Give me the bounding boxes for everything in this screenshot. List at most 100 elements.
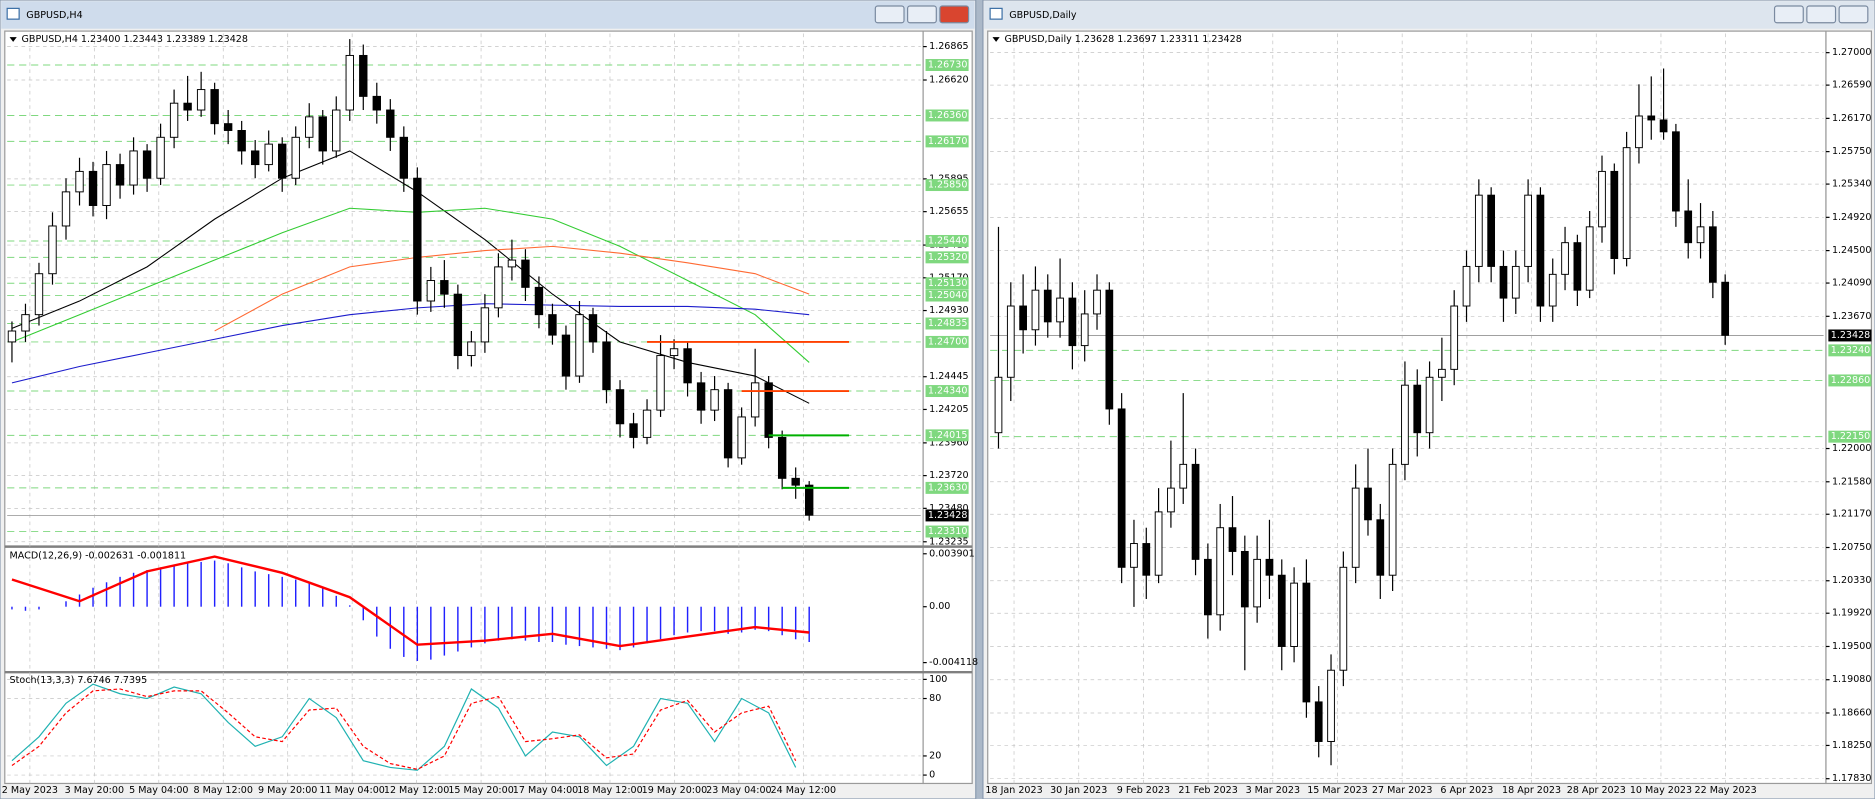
y-tick-label: 1.23960	[929, 437, 968, 448]
window-icon	[6, 7, 20, 20]
y-tick-label: 1.24090	[1832, 278, 1871, 289]
close-button[interactable]	[1838, 5, 1869, 24]
time-label: 27 Mar 2023	[1372, 785, 1433, 796]
y-tick-label: 20	[929, 750, 941, 761]
level-label-box	[925, 277, 969, 290]
candle-body	[575, 314, 584, 377]
candle-body	[1056, 297, 1064, 323]
level-label: 1.26170	[928, 136, 967, 147]
candle-body	[1474, 194, 1483, 267]
candle-body	[413, 177, 422, 302]
level-label: 1.24835	[928, 318, 967, 329]
window-title: GBPUSD,H4	[26, 10, 82, 21]
candle-body	[467, 341, 476, 357]
current-price-label: 1.23428	[928, 510, 967, 521]
time-label: 23 May 04:00	[706, 785, 771, 796]
y-tick-label: 1.24205	[929, 404, 968, 415]
candle-body	[1204, 558, 1212, 616]
y-tick-label: 1.19500	[1832, 641, 1871, 652]
plot-area	[4, 30, 924, 785]
time-label: 5 May 04:00	[129, 785, 188, 796]
y-tick-label: 1.26590	[1832, 80, 1871, 91]
candle-body	[1179, 463, 1188, 489]
candle-body	[1573, 242, 1582, 291]
y-tick-label: 1.23720	[929, 470, 968, 481]
level-label-box	[925, 525, 969, 538]
minimize-button[interactable]	[874, 5, 905, 24]
candle-body	[1302, 582, 1311, 703]
candle-body	[1585, 226, 1594, 291]
y-tick-label: 1.23670	[1832, 311, 1871, 322]
time-label: 18 Apr 2023	[1502, 785, 1561, 796]
candle-body	[196, 89, 206, 111]
candle-body	[1438, 368, 1446, 378]
candle-body	[791, 477, 800, 486]
candle-body	[291, 136, 300, 179]
time-label: 2 May 2023	[2, 785, 58, 796]
header-arrow	[9, 37, 17, 42]
candle-body	[1659, 119, 1668, 133]
level-label: 1.26360	[928, 110, 967, 121]
candle-body	[1413, 384, 1422, 434]
level-label-box	[925, 317, 969, 330]
time-label: 9 Feb 2023	[1117, 785, 1170, 796]
level-label-box	[925, 251, 969, 264]
candle-body	[156, 136, 165, 179]
candle-body	[372, 95, 381, 111]
candle-body	[1548, 273, 1557, 307]
candle-body	[7, 330, 17, 343]
y-tick-label: 0.003901	[929, 548, 975, 559]
candle-body	[1019, 305, 1027, 331]
time-label: 21 Feb 2023	[1178, 785, 1237, 796]
maximize-button[interactable]	[1806, 5, 1837, 24]
level-label: 1.23240	[1831, 345, 1870, 356]
y-tick-label: 80	[929, 693, 941, 704]
candle-body	[1524, 194, 1532, 267]
candle-body	[737, 416, 746, 459]
candle-body	[250, 150, 260, 166]
level-label: 1.24340	[928, 386, 967, 397]
candle-body	[804, 484, 814, 516]
candle-body	[142, 150, 152, 179]
candle-body	[1043, 289, 1052, 323]
candle-body	[561, 334, 571, 377]
candle-body	[1093, 289, 1101, 315]
candle-body	[61, 191, 71, 227]
candle-body	[1154, 511, 1163, 576]
candle-body	[1068, 297, 1077, 347]
stoch-main	[11, 683, 797, 771]
level-label-box	[925, 109, 969, 122]
candle-body	[453, 293, 463, 357]
title-bar	[1, 1, 975, 29]
candle-body	[1425, 376, 1434, 434]
candle-body	[426, 280, 436, 302]
header-arrow	[992, 37, 1000, 42]
candle-body	[264, 143, 273, 166]
level-label-box	[925, 289, 969, 302]
minimize-button[interactable]	[1773, 5, 1804, 24]
candle-body	[1376, 519, 1385, 576]
candle-body	[1130, 543, 1138, 568]
y-tick-label: 1.24930	[929, 305, 968, 316]
close-button[interactable]	[939, 5, 970, 24]
chart-header: GBPUSD,Daily 1.23628 1.23697 1.23311 1.2…	[1004, 34, 1241, 45]
candle-body	[696, 382, 706, 411]
candle-body	[669, 348, 679, 357]
candle-body	[602, 341, 611, 391]
candle-body	[34, 273, 44, 316]
candle-body	[21, 314, 30, 332]
time-label: 19 May 20:00	[642, 785, 707, 796]
time-label: 24 May 12:00	[771, 785, 836, 796]
y-tick-label: 1.26865	[929, 41, 968, 52]
candle-body	[183, 102, 192, 111]
candle-body	[102, 164, 111, 206]
y-tick-label: 1.18660	[1832, 707, 1871, 718]
maximize-button[interactable]	[907, 5, 937, 24]
candle-body	[1721, 281, 1730, 336]
candle-body	[1622, 147, 1631, 259]
candle-body	[237, 130, 246, 152]
y-tick-label: 1.23235	[929, 536, 968, 547]
candle-body	[1240, 550, 1249, 608]
chart-header: GBPUSD,H4 1.23400 1.23443 1.23389 1.2342…	[22, 34, 248, 45]
current-price-box	[925, 509, 969, 522]
